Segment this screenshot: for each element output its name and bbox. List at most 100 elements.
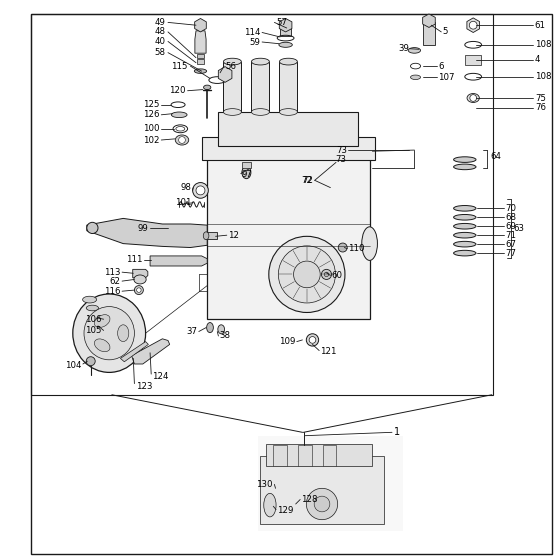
Text: 108: 108 — [535, 40, 551, 49]
Text: 58: 58 — [154, 48, 165, 57]
Text: 100: 100 — [143, 124, 160, 133]
Ellipse shape — [134, 275, 146, 284]
Text: 69: 69 — [506, 222, 516, 231]
Ellipse shape — [454, 223, 476, 229]
Ellipse shape — [95, 315, 110, 328]
Ellipse shape — [193, 183, 208, 198]
Text: 110: 110 — [348, 244, 365, 253]
Ellipse shape — [279, 58, 297, 65]
Bar — [197, 59, 204, 64]
Text: 108: 108 — [535, 72, 551, 81]
Ellipse shape — [454, 206, 476, 211]
Text: 130: 130 — [256, 480, 273, 489]
Ellipse shape — [95, 339, 110, 352]
Bar — [31, 14, 493, 395]
Text: 48: 48 — [154, 27, 165, 36]
Ellipse shape — [194, 69, 207, 73]
Bar — [242, 162, 251, 168]
Text: 12: 12 — [228, 231, 240, 240]
Text: 56: 56 — [225, 62, 236, 71]
Bar — [218, 112, 358, 146]
Circle shape — [470, 95, 477, 101]
Bar — [251, 62, 269, 112]
Ellipse shape — [137, 288, 141, 292]
Text: 38: 38 — [220, 332, 231, 340]
Text: 40: 40 — [154, 37, 165, 46]
Ellipse shape — [264, 493, 276, 517]
Bar — [223, 62, 241, 112]
Ellipse shape — [362, 227, 377, 260]
Text: 125: 125 — [143, 100, 160, 109]
Polygon shape — [150, 256, 207, 266]
Text: 68: 68 — [506, 213, 517, 222]
Text: 77: 77 — [506, 249, 517, 258]
Ellipse shape — [73, 294, 146, 372]
Bar — [260, 456, 384, 524]
Circle shape — [338, 243, 347, 252]
Bar — [323, 445, 336, 466]
Ellipse shape — [410, 75, 421, 80]
Bar — [280, 28, 291, 36]
Polygon shape — [133, 269, 148, 278]
Text: 102: 102 — [143, 136, 160, 144]
Polygon shape — [195, 31, 206, 53]
Text: 63: 63 — [514, 224, 525, 233]
Ellipse shape — [134, 286, 143, 295]
Circle shape — [278, 246, 335, 303]
Text: 60: 60 — [332, 271, 343, 280]
Circle shape — [86, 357, 95, 366]
Ellipse shape — [223, 109, 241, 115]
Ellipse shape — [279, 109, 297, 115]
Text: 109: 109 — [279, 337, 295, 346]
Text: 37: 37 — [186, 327, 197, 336]
Ellipse shape — [87, 222, 98, 234]
Polygon shape — [467, 18, 479, 32]
Ellipse shape — [175, 135, 189, 145]
Ellipse shape — [454, 214, 476, 220]
Circle shape — [314, 496, 330, 512]
Ellipse shape — [454, 241, 476, 247]
Polygon shape — [279, 18, 292, 32]
Bar — [266, 444, 372, 466]
Polygon shape — [195, 18, 206, 32]
Ellipse shape — [218, 325, 225, 334]
Bar — [298, 445, 312, 466]
Ellipse shape — [408, 48, 421, 53]
Ellipse shape — [204, 85, 211, 90]
Text: 126: 126 — [143, 110, 160, 119]
Text: 57: 57 — [276, 18, 287, 27]
Bar — [207, 151, 370, 319]
Text: 4: 4 — [535, 55, 540, 64]
Ellipse shape — [207, 323, 213, 333]
Bar — [273, 445, 287, 466]
Bar — [197, 54, 204, 58]
Ellipse shape — [203, 232, 209, 240]
Ellipse shape — [454, 250, 476, 256]
Bar — [206, 232, 217, 239]
Circle shape — [324, 272, 329, 277]
Circle shape — [469, 21, 477, 29]
Text: 72: 72 — [302, 176, 314, 185]
Circle shape — [179, 137, 185, 143]
Ellipse shape — [454, 164, 476, 170]
Text: 39: 39 — [398, 44, 409, 53]
Ellipse shape — [242, 166, 251, 179]
Text: 104: 104 — [65, 361, 81, 370]
Bar — [279, 62, 297, 112]
Circle shape — [306, 488, 338, 520]
Text: 129: 129 — [277, 506, 293, 515]
Ellipse shape — [118, 325, 129, 342]
Text: 120: 120 — [170, 86, 186, 95]
Bar — [258, 436, 403, 531]
Text: 111: 111 — [127, 255, 143, 264]
Text: 71: 71 — [506, 231, 517, 240]
Bar — [423, 22, 435, 45]
Ellipse shape — [467, 94, 479, 102]
Text: 98: 98 — [181, 183, 192, 192]
Text: 49: 49 — [155, 18, 165, 27]
Bar — [465, 55, 481, 65]
Text: 124: 124 — [152, 372, 169, 381]
Circle shape — [321, 269, 332, 279]
Circle shape — [269, 236, 345, 312]
Text: 72: 72 — [301, 176, 312, 185]
